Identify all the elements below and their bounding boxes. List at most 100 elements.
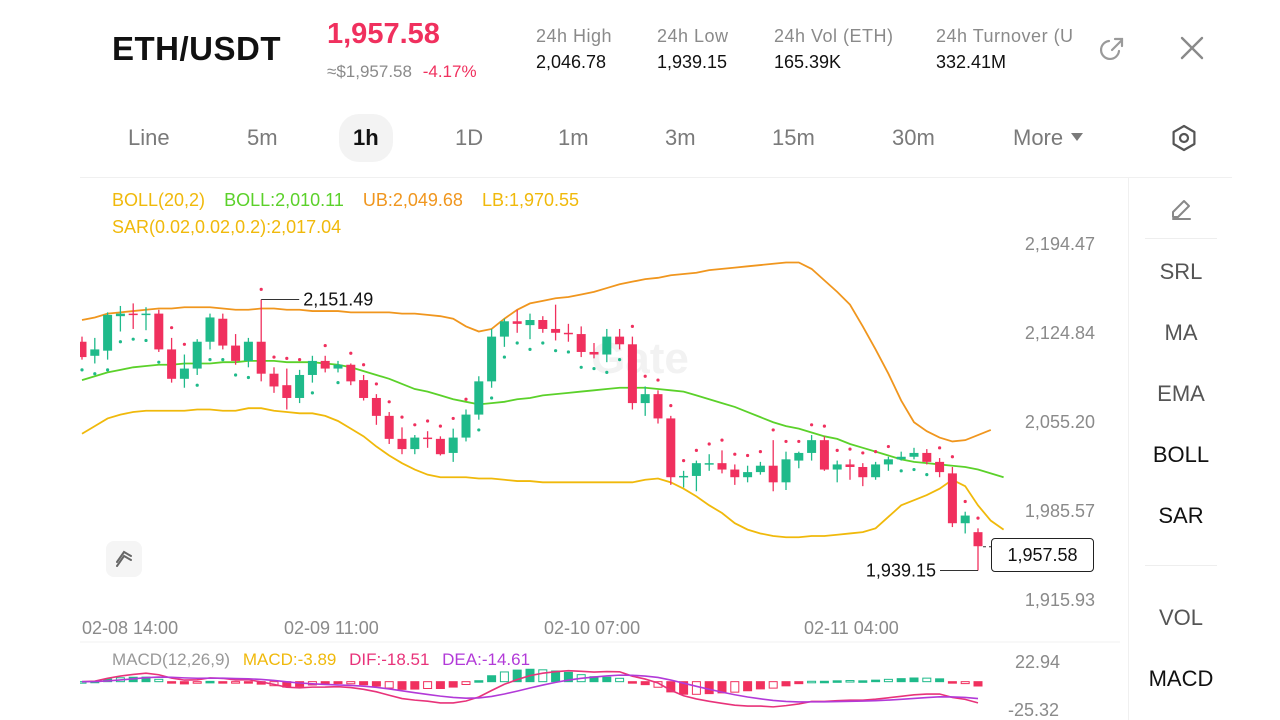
y-tick-label: 2,055.20 xyxy=(1025,412,1095,432)
tab-more[interactable]: More xyxy=(999,114,1097,162)
dif-value: DIF:-18.51 xyxy=(349,650,430,669)
macd-bar xyxy=(295,681,305,687)
macd-bar xyxy=(346,681,356,685)
sar-dot xyxy=(118,340,122,344)
candle-body xyxy=(576,334,586,352)
pair-title[interactable]: ETH/USDT xyxy=(112,30,281,67)
sar-dot xyxy=(861,451,865,455)
candle-body xyxy=(960,515,970,524)
sar-dot xyxy=(963,499,967,504)
sar-dot xyxy=(758,450,763,454)
candle-body xyxy=(499,321,509,337)
sar-dot xyxy=(349,351,353,355)
macd-bar xyxy=(935,678,945,683)
y-tick-label: 2,194.47 xyxy=(1025,234,1095,254)
sidebar-item-ma[interactable]: MA xyxy=(1164,320,1198,345)
candle-body xyxy=(883,459,893,465)
candle-body xyxy=(179,368,189,379)
sar-dot xyxy=(80,368,84,372)
macd-bar xyxy=(755,681,765,690)
candle-body xyxy=(845,464,855,467)
sidebar-item-sar[interactable]: SAR xyxy=(1158,503,1204,528)
tab-3m[interactable]: 3m xyxy=(665,125,696,150)
candle-body xyxy=(282,385,292,398)
sidebar-item-boll[interactable]: BOLL xyxy=(1152,442,1210,467)
macd-bar xyxy=(423,681,433,689)
kline-canvas[interactable]: Gate 2,151.491,939.15 2,194.472,124.842,… xyxy=(80,178,1128,720)
macd-bar xyxy=(819,680,829,684)
tab-1d[interactable]: 1D xyxy=(455,125,484,150)
macd-bar xyxy=(883,678,893,683)
stat-24h-vol: 24h Vol (ETH) 165.39K xyxy=(774,26,894,73)
candle-body xyxy=(141,313,151,316)
tab-1h[interactable]: 1h xyxy=(339,114,393,162)
macd-bar xyxy=(512,669,522,683)
candle-body xyxy=(512,321,522,324)
sar-dot xyxy=(221,358,225,362)
change-percent: -4.17% xyxy=(422,62,477,81)
chart-mode-icon[interactable] xyxy=(106,541,142,577)
tab-5m[interactable]: 5m xyxy=(247,125,278,150)
macd-bar xyxy=(807,680,817,684)
boll-lower-line xyxy=(81,407,1005,539)
macd-bar xyxy=(768,681,778,689)
macd-bar xyxy=(359,681,369,686)
caret-down-icon xyxy=(1071,133,1084,142)
stat-24h-low: 24h Low 1,939.15 xyxy=(657,26,729,73)
macd-bar xyxy=(691,681,701,695)
macd-bar xyxy=(871,679,881,683)
candle-body xyxy=(896,456,906,460)
candle-body xyxy=(819,440,829,470)
macd-bar xyxy=(499,671,509,683)
sar-dot xyxy=(541,341,545,345)
candle-body xyxy=(371,397,381,416)
close-icon[interactable] xyxy=(1174,30,1210,66)
indicator-sidebar: SRL MA EMA BOLL SAR VOL MACD xyxy=(1128,178,1232,720)
sar-dot xyxy=(272,355,276,359)
candle-body xyxy=(935,461,945,473)
sar-dot xyxy=(835,448,839,452)
candle-body xyxy=(679,475,689,478)
draw-tool-icon[interactable] xyxy=(1129,196,1233,228)
share-icon[interactable] xyxy=(1094,30,1130,66)
macd-bar xyxy=(960,681,970,685)
tab-line[interactable]: Line xyxy=(128,125,170,150)
sidebar-item-macd[interactable]: MACD xyxy=(1148,666,1214,691)
sar-dot xyxy=(490,396,494,400)
candle-body xyxy=(269,373,279,387)
candle-body xyxy=(538,320,548,329)
boll-ub-value: UB:2,049.68 xyxy=(362,190,463,210)
sidebar-item-srl[interactable]: SRL xyxy=(1159,259,1203,284)
candle-body xyxy=(154,313,164,350)
sidebar-item-vol[interactable]: VOL xyxy=(1158,605,1204,630)
sar-dot xyxy=(157,360,161,364)
tab-30m[interactable]: 30m xyxy=(892,125,935,150)
sar-dot xyxy=(554,349,558,353)
toolbar-divider xyxy=(80,177,1232,178)
sar-dot xyxy=(720,438,724,442)
sar-dot xyxy=(336,381,340,385)
macd-bar xyxy=(154,678,164,683)
high-marker-label: 2,151.49 xyxy=(303,290,373,310)
macd-bar xyxy=(973,681,983,687)
tab-1m[interactable]: 1m xyxy=(558,125,589,150)
macd-bar xyxy=(231,681,241,684)
candle-body xyxy=(205,317,215,342)
macd-bar xyxy=(218,681,228,684)
stat-24h-turnover: 24h Turnover (U 332.41M xyxy=(936,26,1086,73)
stat-value: 332.41M xyxy=(936,52,1007,72)
settings-icon[interactable] xyxy=(1166,120,1202,156)
sar-dot xyxy=(579,365,583,369)
macd-bar xyxy=(384,681,394,689)
sar-dot xyxy=(810,423,814,427)
macd-bar xyxy=(832,680,842,683)
candle-body xyxy=(781,459,791,483)
tab-15m[interactable]: 15m xyxy=(772,125,815,150)
sidebar-item-ema[interactable]: EMA xyxy=(1157,381,1205,406)
boll-lb-value: LB:1,970.55 xyxy=(481,190,580,210)
candle-body xyxy=(384,415,394,439)
kline-chart[interactable]: Gate 2,151.49 1,939.15 2,194.47 2,124.84 2,… xyxy=(80,178,1128,720)
sar-dot xyxy=(707,442,711,446)
dea-line xyxy=(81,674,979,703)
sar-dot xyxy=(566,350,570,354)
